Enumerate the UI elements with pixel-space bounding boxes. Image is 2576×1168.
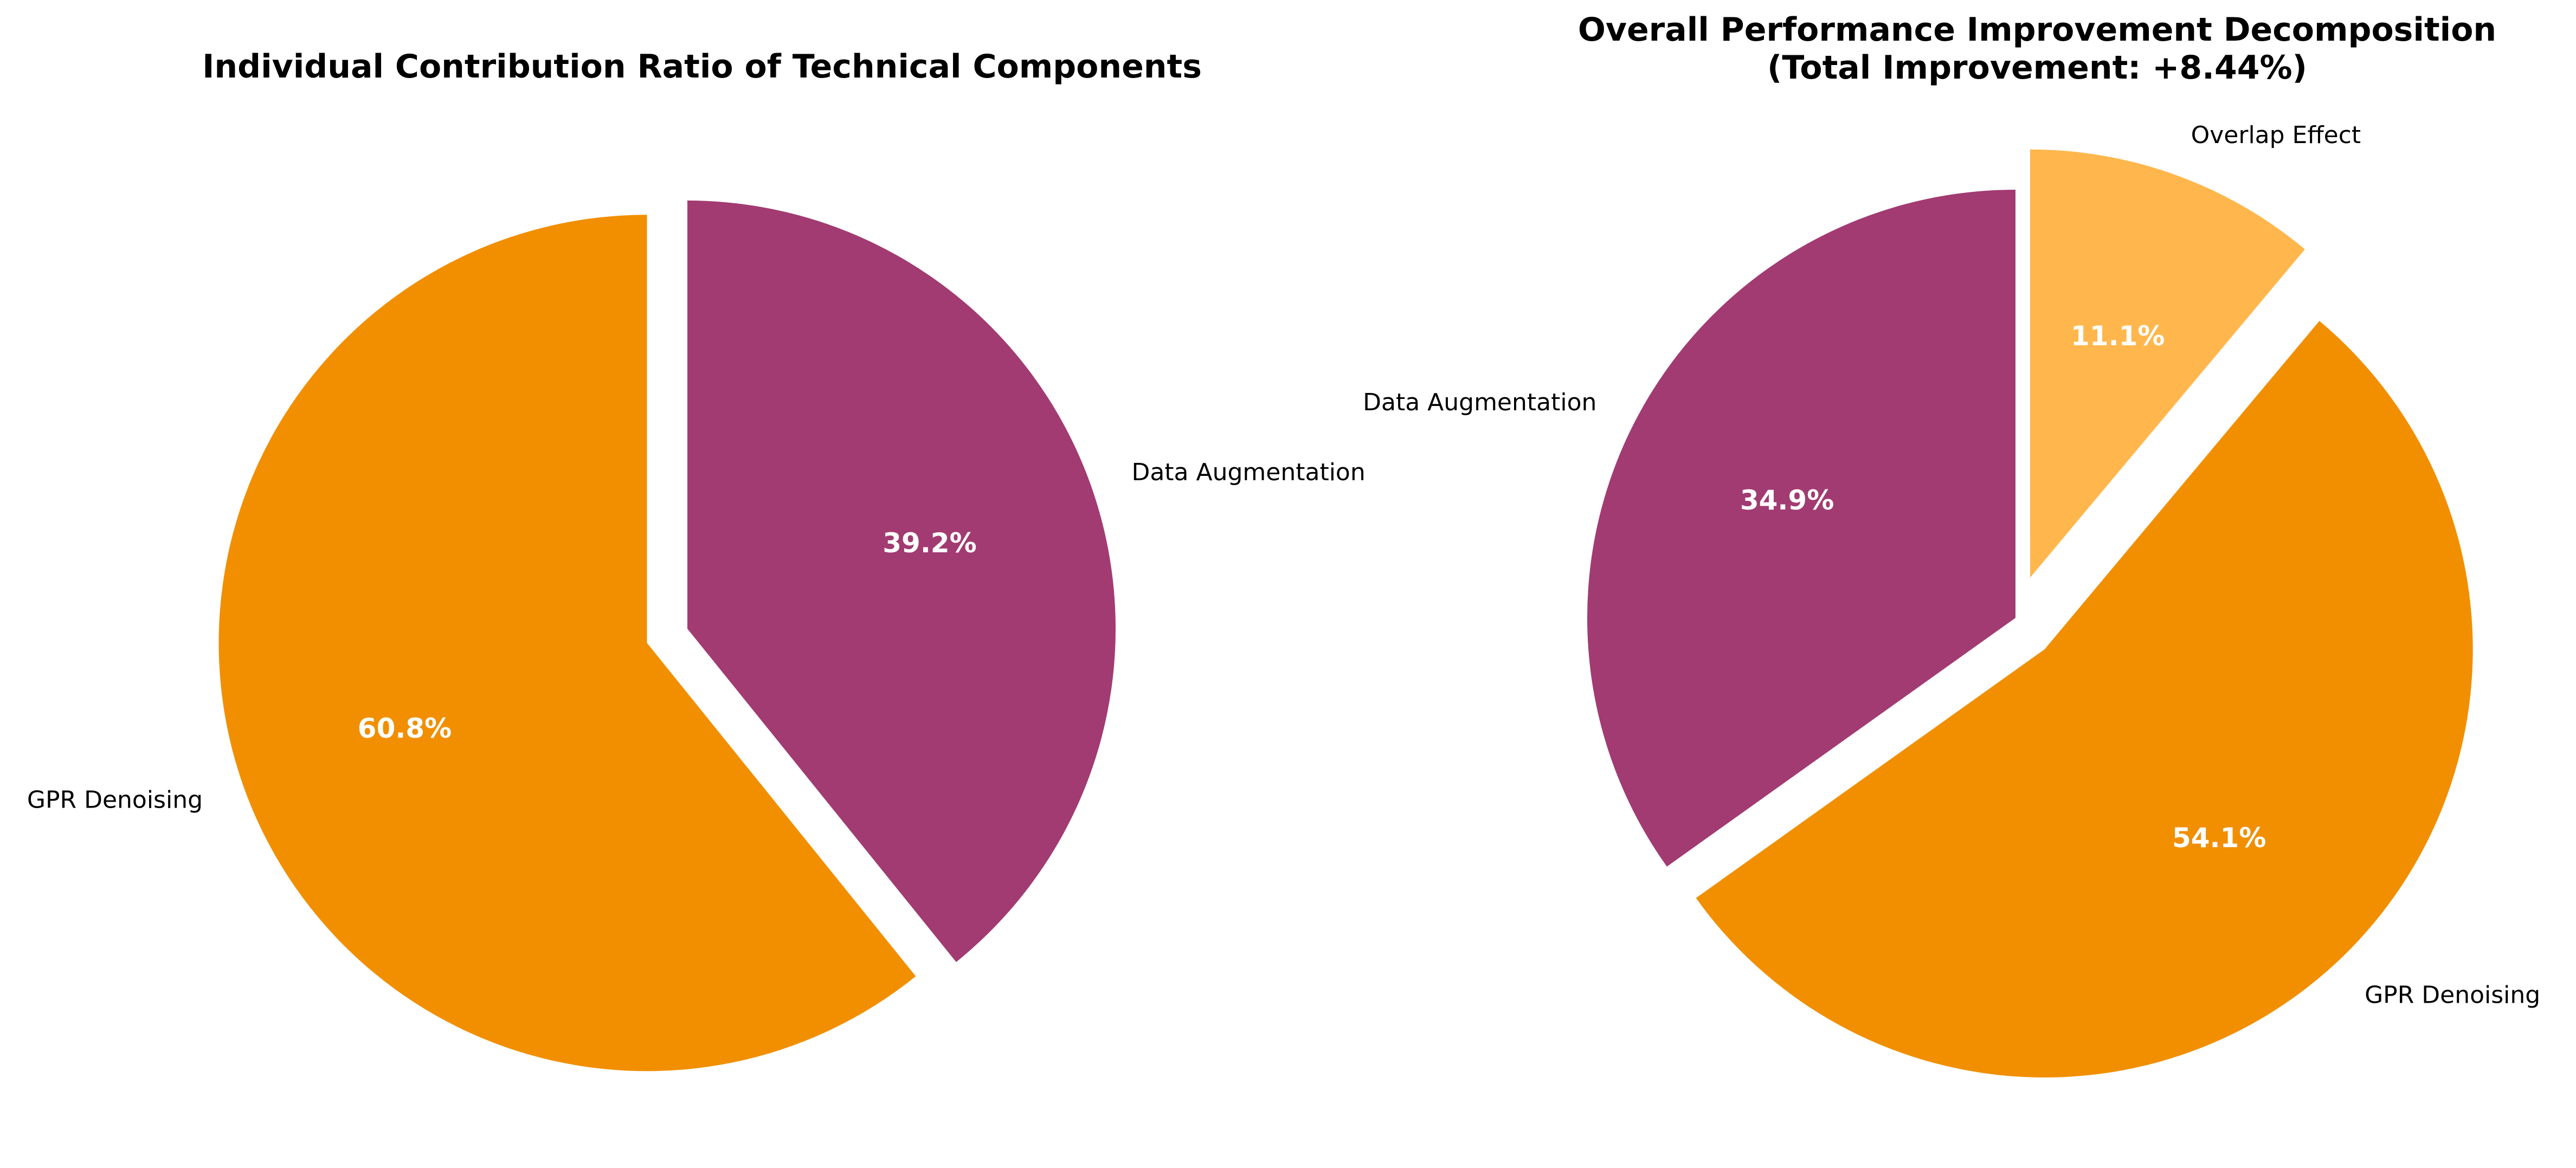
slice-data-augmentation: [1587, 190, 2015, 867]
slices-right: [1587, 149, 2473, 1077]
slice-label-data-augmentation: Data Augmentation: [1131, 459, 1365, 486]
chart-title-left: Individual Contribution Ratio of Technic…: [202, 48, 1202, 86]
slices-left: [218, 201, 1116, 1072]
pct-label-data-augmentation: 39.2%: [883, 527, 976, 559]
chart-subtitle-right: (Total Improvement: +8.44%): [1767, 49, 2307, 87]
slice-gpr-denoising: [1696, 321, 2473, 1077]
pct-label-overlap-effect: 11.1%: [2071, 320, 2165, 352]
pct-label-gpr-denoising: 54.1%: [2172, 822, 2266, 854]
pct-label-gpr-denoising: 60.8%: [358, 713, 452, 744]
slice-label-gpr-denoising: GPR Denoising: [2365, 982, 2540, 1009]
chart-title-right: Overall Performance Improvement Decompos…: [1578, 11, 2496, 49]
pct-label-data-augmentation: 34.9%: [1740, 485, 1834, 516]
slice-overlap-effect: [2030, 149, 2305, 578]
slice-label-gpr-denoising: GPR Denoising: [27, 786, 203, 814]
slice-label-overlap-effect: Overlap Effect: [2191, 121, 2361, 149]
slice-label-data-augmentation: Data Augmentation: [1363, 389, 1596, 416]
labels-left: Data Augmentation 39.2% GPR Denoising 60.8%: [27, 459, 1366, 814]
pie-chart-left: Individual Contribution Ratio of Technic…: [27, 48, 1366, 1072]
slice-data-augmentation: [687, 201, 1116, 962]
labels-right: Overlap Effect 11.1% GPR Denoising 54.1% Dat…: [1363, 121, 2540, 1009]
pie-chart-right: Overall Performance Improvement Decompos…: [1363, 11, 2540, 1077]
slice-gpr-denoising: [218, 215, 916, 1072]
